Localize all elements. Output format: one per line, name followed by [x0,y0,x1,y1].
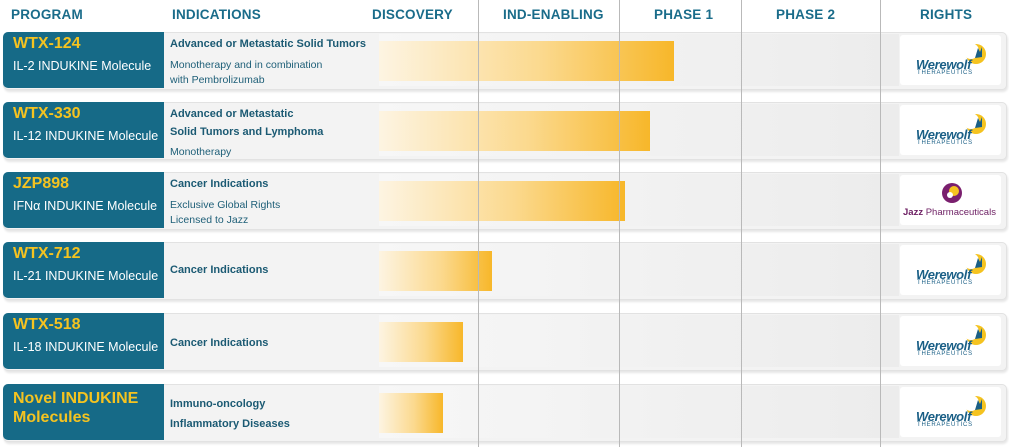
progress-bar-wtx-124 [379,41,674,81]
werewolf-logo-text: Werewolf [916,57,972,72]
indication-primary-2: Solid Tumors and Lymphoma [170,126,324,138]
indications-cell: Advanced or Metastatic Solid Tumors Mono… [170,32,380,88]
stage-track [379,34,899,86]
werewolf-logo-subtext: THERAPEUTICS [917,70,973,76]
stage-divider-discovery [478,0,479,447]
header-program: PROGRAM [11,7,83,22]
program-cell: WTX-518 IL-18 INDUKINE Molecule [3,313,164,369]
pipeline-row-wtx-124: WTX-124 IL-2 INDUKINE Molecule Advanced … [0,32,1009,90]
indication-primary: Cancer Indications [170,264,269,276]
progress-bar-wtx-330 [379,111,650,151]
progress-bar-wtx-712 [379,251,492,291]
werewolf-logo: Werewolf THERAPEUTICS [916,113,994,149]
jazz-logo-text: Jazz Pharmaceuticals [903,207,996,218]
stage-track [379,315,899,367]
indication-primary: Cancer Indications [170,337,269,349]
werewolf-logo-subtext: THERAPEUTICS [917,280,973,286]
stage-divider-ind-enabling [619,0,620,447]
program-subtitle: IFNα INDUKINE Molecule [13,199,158,213]
werewolf-moon-icon [963,324,986,345]
jazz-mark-icon [942,183,962,203]
indications-cell: Immuno-oncology Inflammatory Diseases [170,384,380,440]
progress-bar-wtx-518 [379,322,463,362]
indication-primary-2: Inflammatory Diseases [170,418,290,430]
werewolf-moon-icon [963,253,986,274]
program-subtitle: IL-18 INDUKINE Molecule [13,340,159,354]
jazz-logo-bold: Jazz [903,207,924,218]
werewolf-logo-text: Werewolf [916,409,972,424]
indications-cell: Cancer Indications Exclusive Global Righ… [170,172,380,228]
rights-cell: Werewolf THERAPEUTICS [900,316,1001,366]
header-phase2: PHASE 2 [776,7,836,22]
werewolf-logo-text: Werewolf [916,127,972,142]
indication-primary: Advanced or Metastatic Solid Tumors [170,38,367,50]
rights-cell: Werewolf THERAPEUTICS [900,245,1001,295]
pipeline-row-wtx-712: WTX-712 IL-21 INDUKINE Molecule Cancer I… [0,242,1009,300]
stage-divider-phase2 [880,0,881,447]
pipeline-row-wtx-518: WTX-518 IL-18 INDUKINE Molecule Cancer I… [0,313,1009,371]
stage-track [379,104,899,156]
werewolf-logo: Werewolf THERAPEUTICS [916,395,994,431]
rights-cell: Werewolf THERAPEUTICS [900,387,1001,437]
indications-cell: Cancer Indications [170,242,380,298]
program-name: WTX-518 [13,316,81,333]
program-name: Novel INDUKINE Molecules [13,390,139,426]
werewolf-logo-subtext: THERAPEUTICS [917,140,973,146]
pipeline-header: PROGRAM INDICATIONS DISCOVERY IND-ENABLI… [0,0,1009,30]
program-name: WTX-124 [13,35,81,52]
jazz-logo-rest: Pharmaceuticals [923,207,996,218]
werewolf-logo: Werewolf THERAPEUTICS [916,324,994,360]
werewolf-logo-subtext: THERAPEUTICS [917,351,973,357]
header-discovery: DISCOVERY [372,7,453,22]
program-cell: JZP898 IFNα INDUKINE Molecule [3,172,164,228]
stage-track [379,244,899,296]
header-ind-enabling: IND-ENABLING [503,7,604,22]
rights-cell: Jazz Pharmaceuticals [900,175,1001,225]
indication-detail: Monotherapy and in combination [170,59,323,71]
pipeline-row-novel-indukine: Novel INDUKINE Molecules Immuno-oncology… [0,384,1009,442]
program-cell: WTX-330 IL-12 INDUKINE Molecule [3,102,164,158]
indication-detail: Exclusive Global Rights [170,199,281,211]
program-subtitle: IL-21 INDUKINE Molecule [13,269,159,283]
progress-bar-jzp898 [379,181,625,221]
werewolf-logo: Werewolf THERAPEUTICS [916,43,994,79]
werewolf-moon-icon [963,395,986,416]
indication-detail: Monotherapy [170,146,232,158]
program-subtitle: IL-12 INDUKINE Molecule [13,129,159,143]
rights-cell: Werewolf THERAPEUTICS [900,35,1001,85]
werewolf-logo: Werewolf THERAPEUTICS [916,253,994,289]
rights-cell: Werewolf THERAPEUTICS [900,105,1001,155]
header-phase1: PHASE 1 [654,7,714,22]
indication-primary: Immuno-oncology [170,398,266,410]
pipeline-row-wtx-330: WTX-330 IL-12 INDUKINE Molecule Advanced… [0,102,1009,160]
indication-primary: Cancer Indications [170,178,269,190]
stage-divider-phase1 [741,0,742,447]
indication-detail-2: with Pembrolizumab [170,74,265,86]
pipeline-row-jzp898: JZP898 IFNα INDUKINE Molecule Cancer Ind… [0,172,1009,230]
indications-cell: Advanced or Metastatic Solid Tumors and … [170,102,380,158]
program-cell: WTX-124 IL-2 INDUKINE Molecule [3,32,164,88]
jazz-logo: Jazz Pharmaceuticals [903,182,999,220]
indication-primary: Advanced or Metastatic [170,108,294,120]
header-indications: INDICATIONS [172,7,261,22]
progress-bar-novel-indukine [379,393,443,433]
program-cell: WTX-712 IL-21 INDUKINE Molecule [3,242,164,298]
werewolf-logo-text: Werewolf [916,267,972,282]
program-cell: Novel INDUKINE Molecules [3,384,164,440]
stage-track [379,174,899,226]
indication-detail-2: Licensed to Jazz [170,214,249,226]
werewolf-logo-subtext: THERAPEUTICS [917,422,973,428]
program-subtitle: IL-2 INDUKINE Molecule [13,59,152,73]
werewolf-moon-icon [963,43,986,64]
werewolf-moon-icon [963,113,986,134]
program-name: JZP898 [13,175,70,192]
stage-track [379,386,899,438]
header-rights: RIGHTS [920,7,973,22]
indications-cell: Cancer Indications [170,313,380,369]
werewolf-logo-text: Werewolf [916,338,972,353]
program-name: WTX-712 [13,245,81,262]
program-name: WTX-330 [13,105,81,122]
